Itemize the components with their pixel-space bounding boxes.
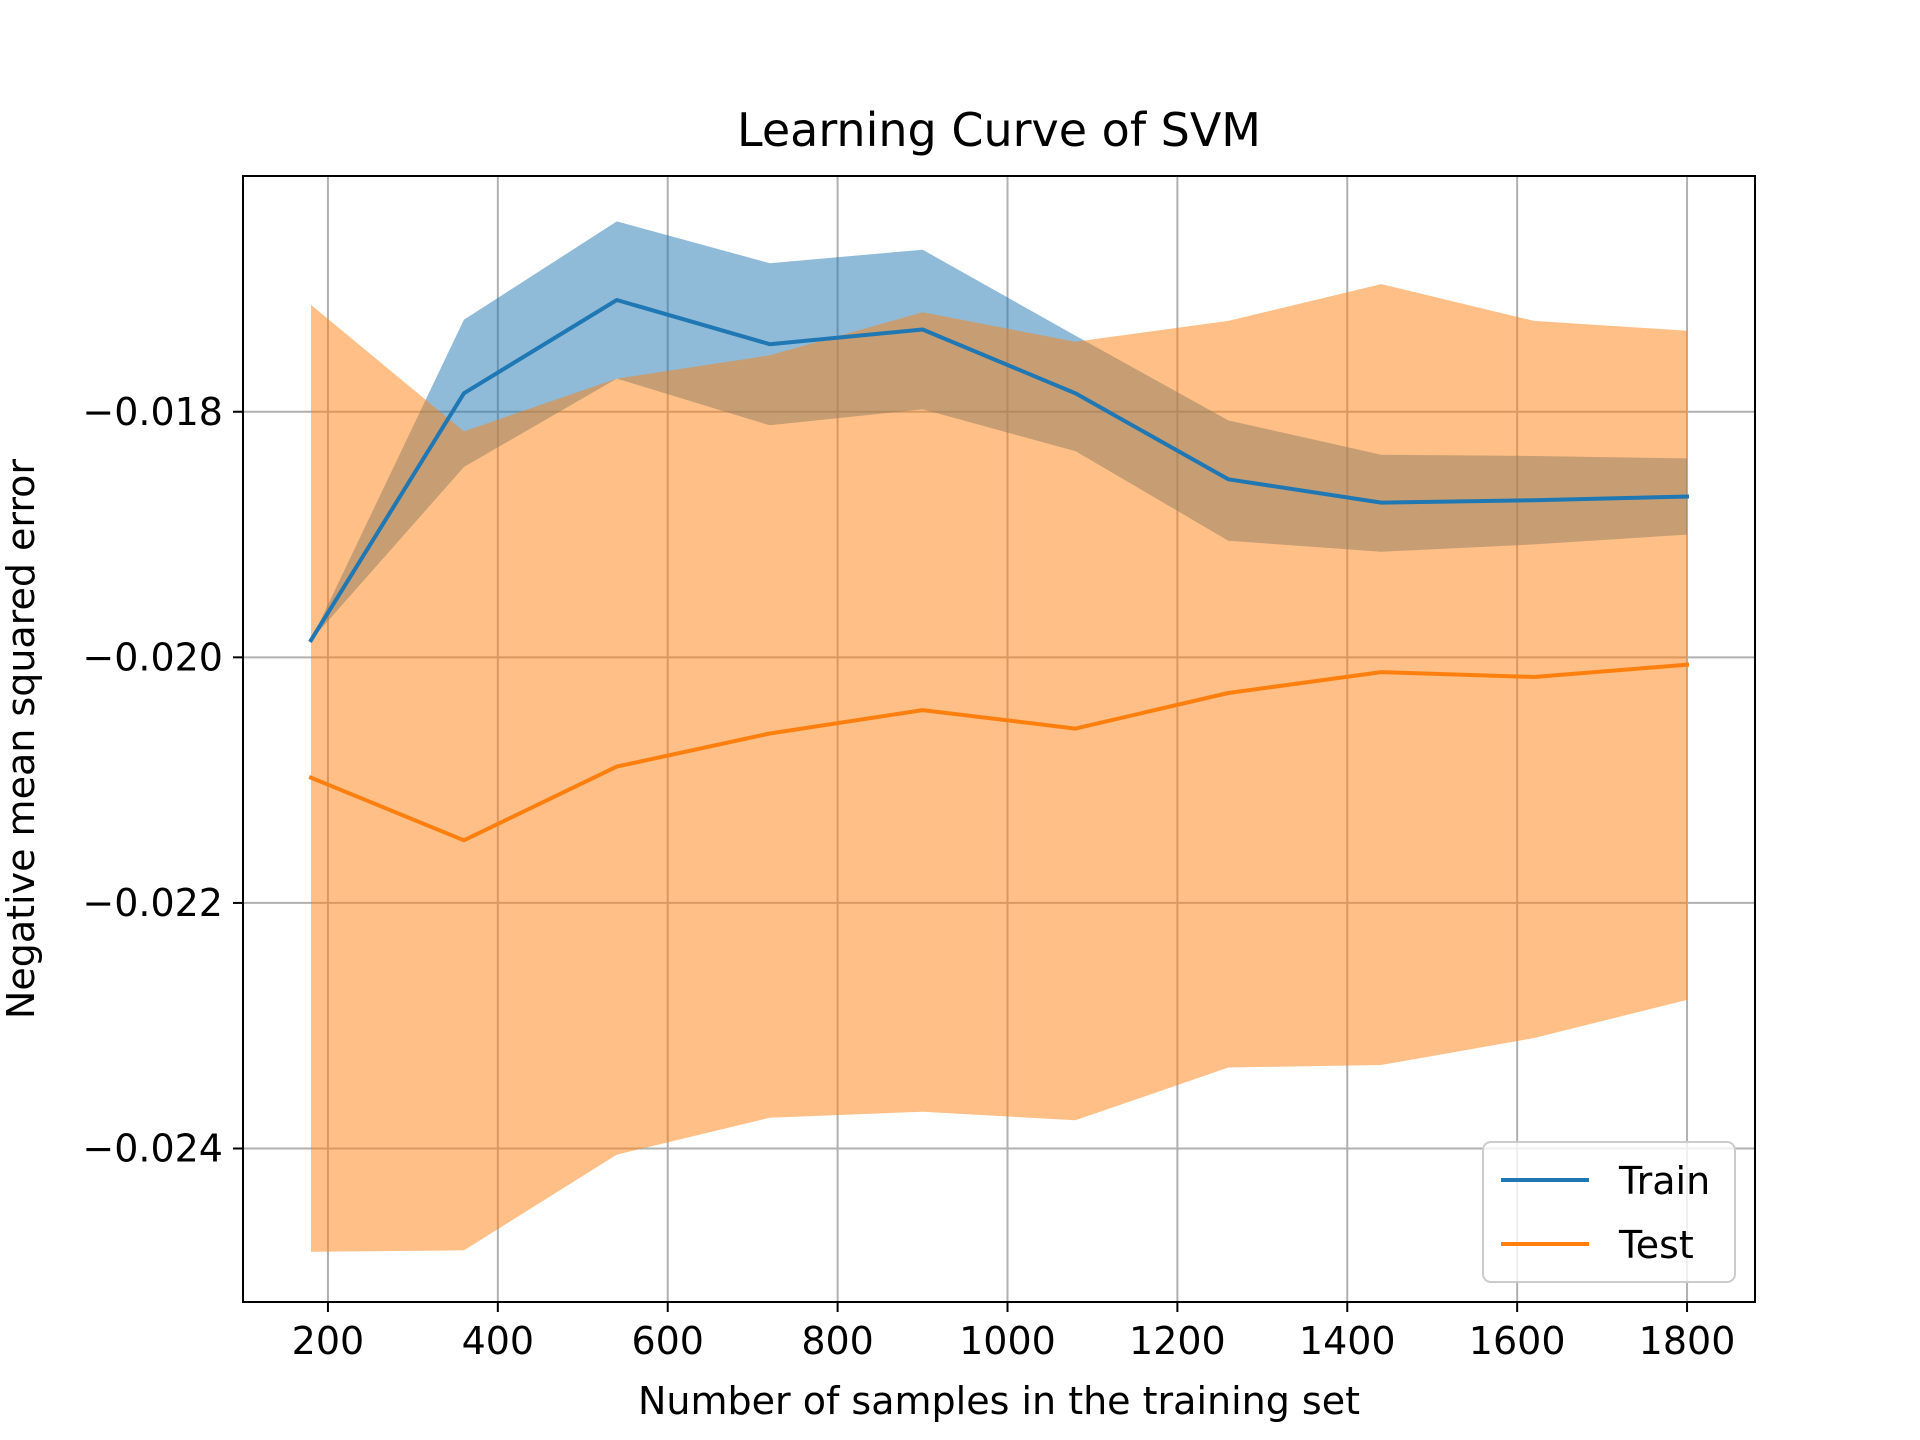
tick-layer: 200 400 600 800 1000 1200 1400 1600 1800 −0.024 −0… <box>82 390 1735 1363</box>
x-axis-label: Number of samples in the training set <box>638 1379 1360 1423</box>
x-tick-label: 1600 <box>1469 1319 1566 1363</box>
x-tick-label: 800 <box>801 1319 874 1363</box>
x-tick-label: 600 <box>631 1319 704 1363</box>
x-tick-label: 1800 <box>1639 1319 1736 1363</box>
band-test <box>311 284 1687 1252</box>
x-tick-label: 1400 <box>1299 1319 1396 1363</box>
x-tick-label: 1200 <box>1129 1319 1226 1363</box>
legend-box <box>1482 1141 1736 1283</box>
legend-label-train: Train <box>1618 1159 1710 1203</box>
x-tick-label: 200 <box>292 1319 365 1363</box>
line-layer <box>308 298 1690 843</box>
legend: Train Test <box>1482 1141 1736 1283</box>
y-tick-label: −0.024 <box>82 1127 223 1171</box>
x-tick-label: 1000 <box>959 1319 1056 1363</box>
y-tick-label: −0.022 <box>82 881 223 925</box>
legend-label-test: Test <box>1618 1223 1694 1267</box>
chart-title: Learning Curve of SVM <box>737 103 1261 157</box>
x-tick-label: 400 <box>462 1319 535 1363</box>
band-layer <box>311 221 1687 1252</box>
series-line-train <box>308 298 1690 643</box>
y-tick-label: −0.020 <box>82 635 223 679</box>
y-axis-label: Negative mean squared error <box>0 459 43 1019</box>
plot-frame <box>242 175 1756 1303</box>
series-line-test <box>308 662 1690 843</box>
y-tick-label: −0.018 <box>82 390 223 434</box>
